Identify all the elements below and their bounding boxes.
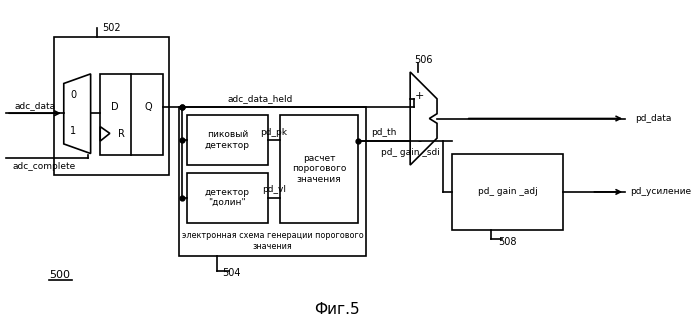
Bar (187, 115, 268, 165)
Text: Q: Q (145, 103, 152, 113)
Text: pd_ gain _adj: pd_ gain _adj (477, 187, 538, 197)
Text: adc_data_held: adc_data_held (228, 94, 293, 103)
Bar (179, 108, 366, 256)
Text: +: + (415, 91, 424, 101)
Bar (100, 74, 163, 155)
Text: pd_data: pd_data (635, 114, 671, 123)
Text: D: D (111, 103, 118, 113)
Text: -: - (418, 136, 421, 146)
Polygon shape (64, 74, 91, 153)
Text: 506: 506 (415, 55, 433, 65)
Text: 500: 500 (50, 270, 71, 281)
Bar (280, 115, 359, 223)
Bar (187, 173, 268, 223)
Text: 504: 504 (222, 269, 241, 279)
Bar (452, 153, 563, 230)
Text: 0: 0 (71, 90, 76, 100)
Polygon shape (410, 72, 437, 165)
Text: pd_pk: pd_pk (261, 128, 287, 137)
Text: adc_complete: adc_complete (13, 162, 76, 171)
Text: расчет
порогового
значения: расчет порогового значения (291, 154, 346, 184)
Text: pd_ gain _sdi: pd_ gain _sdi (381, 148, 440, 157)
Text: pd_усиление: pd_усиление (630, 187, 691, 197)
Text: пиковый
детектор: пиковый детектор (205, 130, 250, 150)
Text: pd_vl: pd_vl (262, 186, 286, 195)
Text: 1: 1 (71, 126, 76, 136)
Bar (54, 38, 169, 175)
Text: Фиг.5: Фиг.5 (315, 302, 360, 317)
Text: 502: 502 (103, 23, 121, 33)
Text: R: R (118, 129, 124, 139)
Text: adc_data: adc_data (15, 101, 55, 110)
Text: 508: 508 (498, 237, 517, 247)
Text: pd_th: pd_th (372, 128, 397, 137)
Text: детектор
"долин": детектор "долин" (205, 188, 250, 208)
Text: электронная схема генерации порогового
значения: электронная схема генерации порогового з… (182, 231, 363, 251)
